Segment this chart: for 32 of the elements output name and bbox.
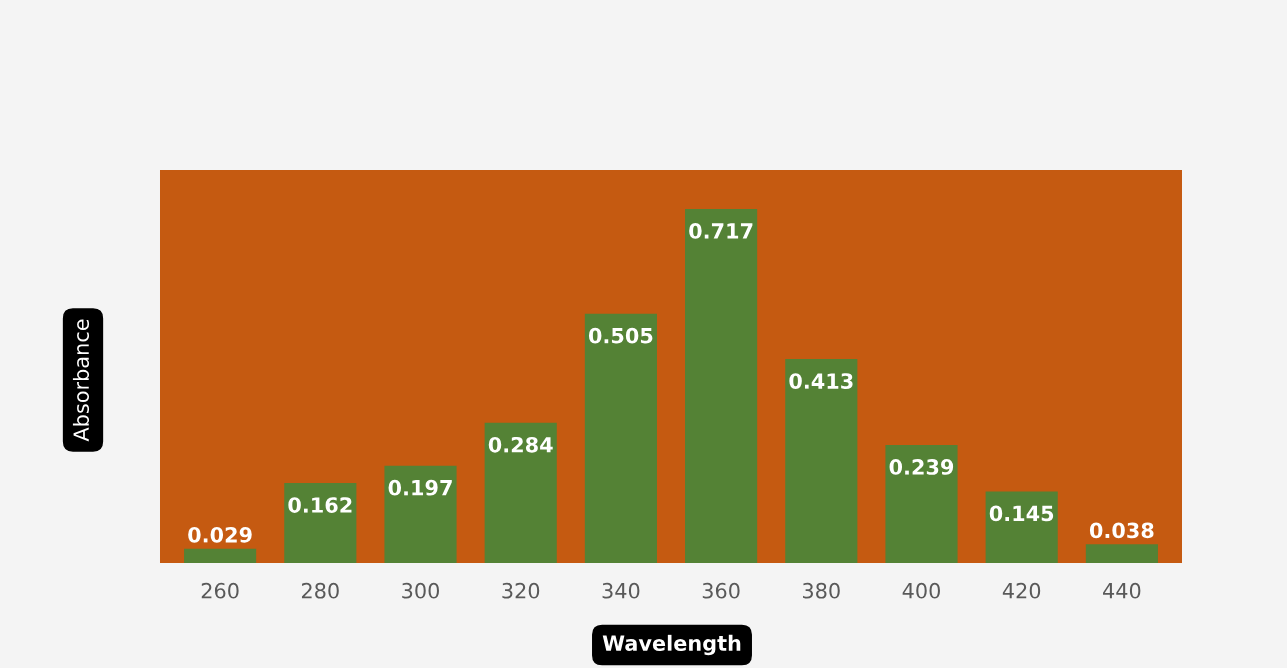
bar (484, 422, 557, 563)
x-tick-label: 440 (1103, 582, 1141, 599)
x-tick-label: 420 (1002, 582, 1041, 599)
bar (384, 465, 457, 563)
x-tick-label: 400 (902, 582, 940, 599)
data-label: 0.197 (388, 479, 452, 496)
bar (284, 483, 357, 563)
bar (1085, 544, 1158, 563)
data-label: 0.239 (889, 459, 954, 475)
x-tick-label: 300 (402, 582, 440, 599)
data-label: 0.038 (1089, 522, 1154, 539)
bar (685, 208, 758, 563)
data-label: 0.029 (188, 526, 252, 543)
data-label: 0.505 (588, 327, 653, 344)
data-label: 0.284 (488, 436, 553, 453)
data-label: 0.145 (989, 505, 1054, 522)
data-label: 0.413 (789, 373, 853, 389)
x-axis-title: Wavelength (602, 634, 741, 656)
data-label: 0.162 (288, 497, 352, 513)
x-tick-label: 280 (301, 582, 339, 599)
bar (885, 444, 958, 563)
x-tick-label: 260 (201, 582, 239, 599)
bar (584, 313, 657, 563)
x-tick-label: 340 (602, 582, 640, 599)
x-tick-label: 360 (702, 582, 740, 599)
y-axis-title: Absorbance (72, 319, 90, 442)
bar (184, 548, 257, 563)
x-tick-label: 320 (502, 582, 540, 599)
bar (785, 359, 858, 563)
x-tick-label: 380 (803, 582, 840, 599)
bar (985, 491, 1058, 563)
data-label: 0.717 (689, 223, 753, 239)
